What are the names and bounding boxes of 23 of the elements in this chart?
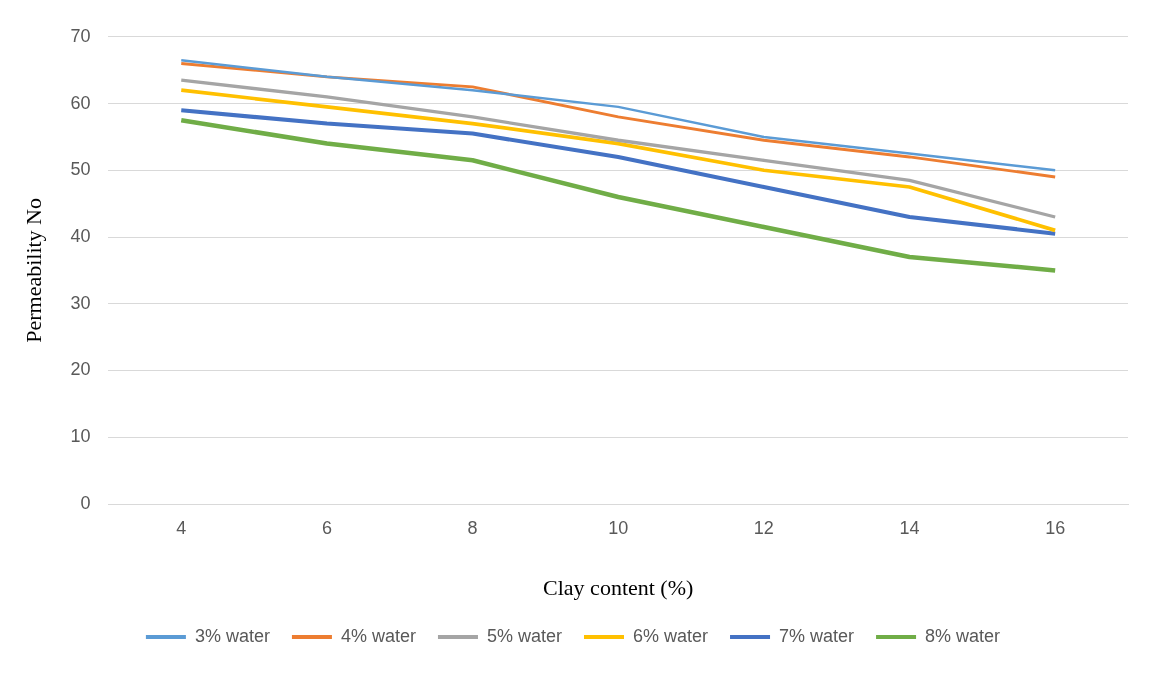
x-axis-title: Clay content (%) <box>543 574 694 600</box>
legend-label: 4% water <box>340 625 416 646</box>
y-tick-label: 50 <box>70 159 91 180</box>
x-tick-label: 12 <box>753 517 774 538</box>
y-axis-title: Permeability No <box>20 197 46 343</box>
y-tick-label: 30 <box>70 292 91 313</box>
legend-label: 8% water <box>925 625 1001 646</box>
x-tick-label: 4 <box>176 517 187 538</box>
legend-label: 7% water <box>779 625 855 646</box>
y-tick-label: 40 <box>70 226 91 246</box>
y-tick-label: 10 <box>70 426 91 447</box>
x-tick-label: 8 <box>467 517 478 538</box>
legend-label: 3% water <box>194 625 270 646</box>
y-tick-label: 20 <box>70 359 91 380</box>
y-tick-label: 70 <box>70 25 91 46</box>
x-tick-label: 6 <box>321 517 332 538</box>
y-tick-label: 60 <box>70 92 91 113</box>
x-tick-label: 16 <box>1045 517 1066 538</box>
x-tick-label: 14 <box>899 517 920 538</box>
legend-label: 6% water <box>633 625 709 646</box>
y-tick-label: 0 <box>80 492 91 513</box>
x-tick-label: 10 <box>608 517 629 538</box>
legend-label: 5% water <box>486 625 563 646</box>
